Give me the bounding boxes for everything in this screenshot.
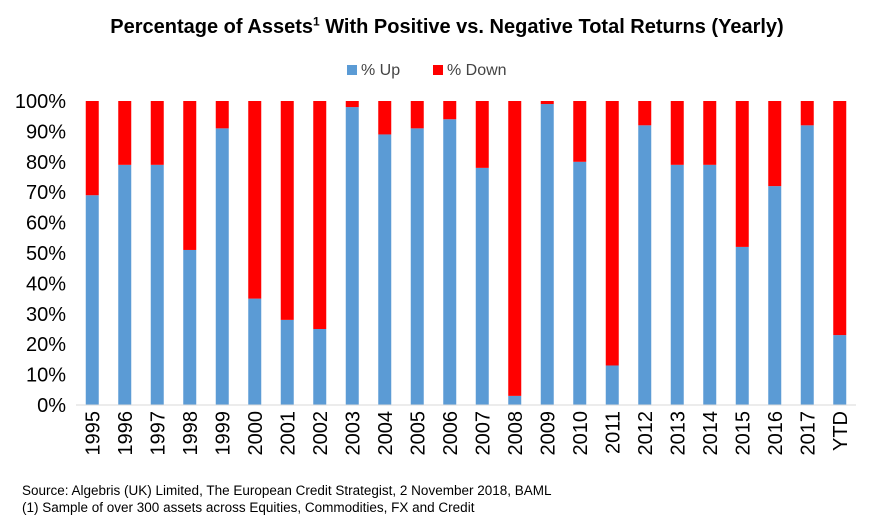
bar-up xyxy=(508,395,522,405)
x-tick-label: 2006 xyxy=(440,411,462,456)
y-tick-label: 100% xyxy=(15,91,66,113)
bar-down xyxy=(85,101,99,196)
x-tick-label: 1995 xyxy=(82,411,104,456)
bar-down xyxy=(703,101,717,165)
x-tick-label: 2017 xyxy=(797,411,819,456)
bar-down xyxy=(768,101,782,187)
bar-down xyxy=(313,101,327,329)
x-tick-label: 1997 xyxy=(147,411,169,456)
y-tick-label: 80% xyxy=(26,152,66,174)
bar-up xyxy=(735,246,749,405)
x-tick-label: YTD xyxy=(830,411,852,451)
bar-up xyxy=(410,128,424,406)
bar-up xyxy=(183,249,197,405)
bar-down xyxy=(833,101,847,336)
bar-down xyxy=(443,101,457,120)
bar-up xyxy=(215,128,229,406)
x-tick-label: 2007 xyxy=(472,411,494,456)
bar-up xyxy=(118,164,132,405)
bar-up xyxy=(638,125,652,405)
x-tick-label: 2009 xyxy=(537,411,559,456)
footnote: (1) Sample of over 300 assets across Equ… xyxy=(22,500,475,515)
legend-swatch xyxy=(347,65,357,75)
bar-up xyxy=(768,186,782,405)
bar-up xyxy=(378,134,392,405)
bar-up xyxy=(800,125,814,405)
chart-title: Percentage of Assets1 With Positive vs. … xyxy=(0,14,894,39)
y-tick-label: 30% xyxy=(26,304,66,326)
x-tick-label: 2000 xyxy=(245,411,267,456)
bar-up xyxy=(573,161,587,405)
x-tick-label: 2015 xyxy=(732,411,754,456)
stacked-bar-chart: % Up % Down 0% 10% 20% 30% 40% 50% 60% 70% 80% 90% 1… xyxy=(15,62,856,456)
title-rest: With Positive vs. Negative Total Returns… xyxy=(319,16,784,38)
bar-up xyxy=(345,107,359,405)
bar-down xyxy=(378,101,392,135)
x-tick-label: 2003 xyxy=(342,411,364,456)
bar-down xyxy=(280,101,294,320)
y-tick-label: 90% xyxy=(26,121,66,143)
x-tick-label: 1999 xyxy=(212,411,234,456)
source-note: Source: Algebris (UK) Limited, The Europ… xyxy=(22,483,552,498)
bar-down xyxy=(410,101,424,129)
bar-down xyxy=(670,101,684,165)
bar-up xyxy=(85,195,99,405)
bar-down xyxy=(735,101,749,247)
title-footnote-mark: 1 xyxy=(312,14,320,29)
bar-down xyxy=(605,101,619,366)
bar-down xyxy=(540,101,554,105)
x-tick-label: 2002 xyxy=(310,411,332,456)
bar-down xyxy=(508,101,522,396)
y-tick-label: 70% xyxy=(26,182,66,204)
bar-up xyxy=(670,164,684,405)
bar-down xyxy=(183,101,197,250)
y-tick-label: 60% xyxy=(26,213,66,235)
y-tick-label: 50% xyxy=(26,243,66,265)
bar-up xyxy=(703,164,717,405)
bar-up xyxy=(150,164,164,405)
y-tick-label: 20% xyxy=(26,334,66,356)
x-tick-label: 2005 xyxy=(407,411,429,456)
x-tick-label: 2004 xyxy=(375,411,397,456)
bar-down xyxy=(150,101,164,165)
x-tick-label: 1998 xyxy=(180,411,202,456)
bar-down xyxy=(215,101,229,129)
bar-up xyxy=(833,335,847,405)
bar-down xyxy=(475,101,489,168)
bar-up xyxy=(313,329,327,405)
x-tick-label: 2012 xyxy=(635,411,657,456)
x-tick-label: 2001 xyxy=(277,411,299,456)
bar-up xyxy=(540,104,554,405)
title-main: Percentage of Assets xyxy=(110,16,313,38)
bar-down xyxy=(573,101,587,162)
legend-label: % Up xyxy=(361,62,400,79)
x-tick-label: 2014 xyxy=(700,411,722,456)
x-tick-label: 2016 xyxy=(765,411,787,456)
bar-up xyxy=(605,365,619,405)
x-tick-label: 2008 xyxy=(505,411,527,456)
y-tick-label: 10% xyxy=(26,365,66,387)
bar-down xyxy=(118,101,132,165)
bar-down xyxy=(345,101,359,108)
bar-up xyxy=(248,298,262,405)
x-tick-label: 2013 xyxy=(667,411,689,456)
x-tick-label: 2011 xyxy=(602,411,624,454)
x-tick-label: 2010 xyxy=(570,411,592,456)
bar-up xyxy=(280,319,294,405)
legend-label: % Down xyxy=(447,62,507,79)
y-tick-label: 0% xyxy=(37,395,66,417)
bar-down xyxy=(248,101,262,299)
bar-down xyxy=(638,101,652,126)
bar-up xyxy=(475,167,489,405)
legend-swatch xyxy=(433,65,443,75)
bar-up xyxy=(443,119,457,406)
x-tick-label: 1996 xyxy=(115,411,137,456)
y-tick-label: 40% xyxy=(26,273,66,295)
bar-down xyxy=(800,101,814,126)
